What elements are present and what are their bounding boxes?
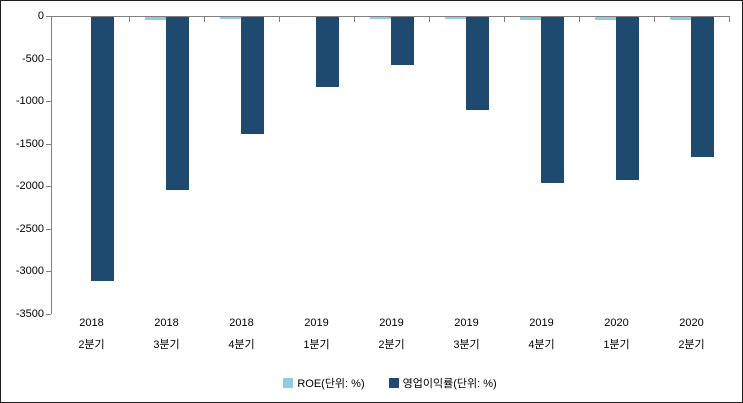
y-axis-tick [46,186,51,187]
operating-margin-bar [315,17,339,87]
x-axis-zero-line [51,16,730,17]
roe-bar [519,17,541,20]
y-axis-tick-label: -2000 [15,180,44,192]
y-axis-tick-label: -3000 [15,265,44,277]
y-axis-tick-label: -2500 [15,223,44,235]
legend-entry-opm: 영업이익률(단위: %) [388,375,497,391]
y-axis-tick [46,16,51,17]
x-axis-category-label: 2019 4분기 [528,317,555,351]
x-axis-category-label: 2018 2분기 [78,317,105,351]
y-axis-tick-label: 0 [37,10,44,22]
x-axis-category-label: 2019 2분기 [378,317,405,351]
y-axis-tick-label: -1500 [15,138,44,150]
operating-margin-bar [615,17,639,180]
roe-bar [144,17,166,20]
x-axis-category-label: 2018 3분기 [153,317,180,351]
roe-bar [594,17,616,20]
y-axis-tick [46,101,51,102]
y-axis-tick [46,59,51,60]
x-axis-tick [429,16,430,22]
roe-bar [369,17,391,19]
operating-margin-swatch-icon [388,378,399,388]
x-axis-tick [729,16,730,22]
y-axis-tick-label: -1000 [15,95,44,107]
roe-bar [444,17,466,19]
legend: ROE(단위: %) 영업이익률(단위: %) [51,374,729,392]
operating-margin-bar [165,17,189,190]
y-axis-tick-label: -500 [21,53,44,65]
x-axis-tick [129,16,130,22]
x-axis-tick [579,16,580,22]
roe-bar [219,17,241,19]
operating-margin-bar [690,17,714,157]
x-axis-tick [354,16,355,22]
legend-entry-roe: ROE(단위: %) [283,375,365,391]
operating-margin-bar [240,17,264,134]
x-axis-category-label: 2019 1분기 [303,317,330,351]
x-axis-tick [504,16,505,22]
x-axis-tick [654,16,655,22]
y-axis-tick [46,144,51,145]
legend-label-roe: ROE(단위: %) [297,378,365,390]
operating-margin-bar [465,17,489,110]
operating-margin-bar [390,17,414,65]
roe-swatch-icon [283,378,294,388]
x-axis-tick [279,16,280,22]
y-axis-tick [46,314,51,315]
operating-margin-bar [540,17,564,183]
y-axis-tick-label: -3500 [15,308,44,320]
x-axis-tick [204,16,205,22]
x-axis-category-label: 2020 1분기 [603,317,630,351]
y-axis-line [51,16,52,314]
operating-margin-bar [90,17,114,281]
x-axis-category-label: 2020 2분기 [678,317,705,351]
y-axis-tick [46,229,51,230]
y-axis-tick [46,271,51,272]
legend-label-opm: 영업이익률(단위: %) [402,378,497,390]
roe-bar [669,17,691,20]
x-axis-category-label: 2018 4분기 [228,317,255,351]
x-axis-category-label: 2019 3분기 [453,317,480,351]
